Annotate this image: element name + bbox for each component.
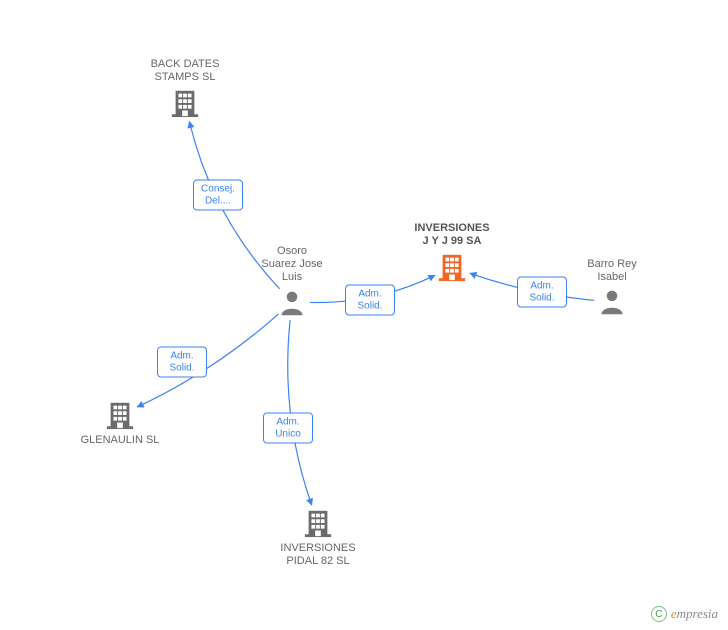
- node-glenaulin[interactable]: GLENAULIN SL: [80, 400, 160, 447]
- edge-label: Consej. Del....: [193, 180, 243, 211]
- node-label: GLENAULIN SL: [80, 434, 160, 447]
- node-label: INVERSIONES PIDAL 82 SL: [278, 542, 358, 568]
- node-osoro[interactable]: Osoro Suarez Jose Luis: [252, 245, 332, 317]
- node-label: Osoro Suarez Jose Luis: [252, 245, 332, 285]
- node-pidal[interactable]: INVERSIONES PIDAL 82 SL: [278, 508, 358, 568]
- edge-label: Adm. Solid.: [157, 347, 207, 378]
- node-label: INVERSIONES J Y J 99 SA: [412, 222, 492, 248]
- building-icon: [145, 88, 225, 118]
- person-icon: [252, 289, 332, 317]
- building-icon: [80, 400, 160, 430]
- edge-label: Adm. Solid.: [517, 277, 567, 308]
- copyright-icon: C: [651, 606, 667, 622]
- edge-label: Adm. Unico: [263, 413, 313, 444]
- edge-label: Adm. Solid.: [345, 285, 395, 316]
- brand-rest: mpresia: [677, 606, 718, 621]
- building-icon: [412, 252, 492, 282]
- node-inversiones99[interactable]: INVERSIONES J Y J 99 SA: [412, 222, 492, 282]
- node-label: BACK DATES STAMPS SL: [145, 58, 225, 84]
- watermark: C empresia: [651, 606, 718, 622]
- node-back_dates[interactable]: BACK DATES STAMPS SL: [145, 58, 225, 118]
- node-label: Barro Rey Isabel: [572, 258, 652, 284]
- node-barro[interactable]: Barro Rey Isabel: [572, 258, 652, 316]
- diagram-stage: BACK DATES STAMPS SL Osoro Suarez Jose L…: [0, 0, 728, 630]
- person-icon: [572, 288, 652, 316]
- building-icon: [278, 508, 358, 538]
